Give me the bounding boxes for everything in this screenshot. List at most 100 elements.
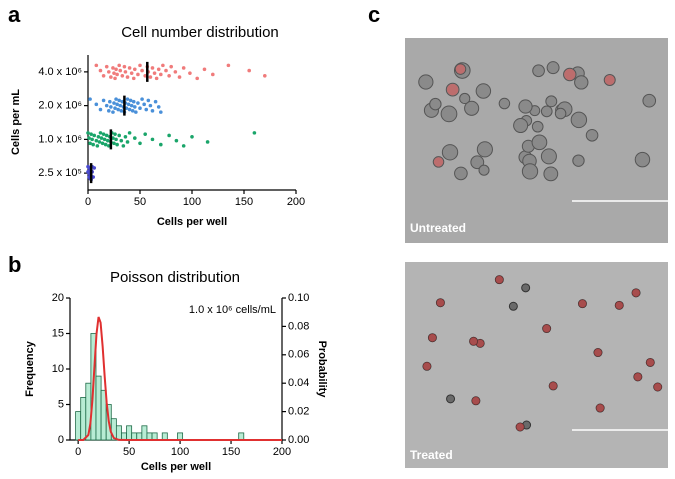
bar [238, 432, 245, 441]
point [143, 132, 147, 136]
point [148, 103, 153, 108]
y-tick-label: 10 [52, 363, 64, 375]
cell [476, 141, 493, 158]
cell [531, 134, 548, 151]
point [159, 142, 163, 147]
point [148, 75, 153, 79]
point [88, 97, 92, 101]
point [113, 132, 117, 136]
point [88, 141, 92, 146]
cell [464, 100, 480, 116]
cell [513, 118, 529, 134]
cell [441, 144, 459, 161]
x-tick-label: 150 [235, 196, 253, 208]
y2-tick-label: 0.02 [288, 406, 309, 418]
point [121, 144, 126, 148]
cell [521, 163, 539, 180]
stain [495, 275, 504, 284]
point [112, 101, 116, 105]
cell [446, 394, 456, 404]
bar [80, 396, 87, 441]
point [114, 97, 118, 101]
point [125, 97, 130, 101]
point [181, 144, 186, 148]
cell [546, 61, 560, 75]
cell [454, 166, 468, 181]
panel-label: b [8, 252, 21, 277]
stain [433, 157, 444, 167]
y2-tick-label: 0.00 [288, 434, 309, 446]
y-tick-label: 2.0 x 10⁶ [38, 100, 82, 112]
point [167, 133, 171, 138]
point [105, 138, 110, 143]
bar [161, 432, 168, 441]
point [120, 73, 125, 78]
bar [126, 425, 133, 441]
point [138, 141, 142, 146]
bar [131, 432, 138, 441]
point [150, 66, 155, 70]
point [107, 109, 111, 113]
y-tick-label: 4.0 x 10⁶ [38, 66, 82, 78]
point [128, 98, 133, 103]
cell [531, 120, 544, 133]
stain [596, 404, 605, 413]
image-label: Untreated [410, 221, 466, 235]
point [86, 131, 90, 135]
cell [545, 95, 558, 108]
cell [543, 166, 559, 182]
point [115, 72, 119, 77]
point [131, 76, 136, 81]
image-label: Treated [410, 448, 453, 462]
stain [564, 68, 576, 81]
x-tick-label: 50 [123, 446, 135, 458]
stain [632, 288, 641, 297]
point [153, 99, 158, 104]
y-tick-label: 0 [58, 434, 64, 446]
cell [470, 155, 485, 170]
cell [478, 164, 490, 176]
point [117, 98, 121, 103]
point [102, 137, 107, 142]
point [131, 99, 136, 104]
curve [78, 316, 282, 441]
cell [498, 97, 511, 110]
point [113, 106, 117, 111]
point [117, 63, 121, 68]
point [117, 133, 121, 138]
x-tick-label: 200 [273, 446, 291, 458]
point [118, 103, 123, 108]
point [87, 136, 91, 140]
point [138, 63, 142, 68]
point [94, 138, 99, 143]
cell [440, 105, 458, 123]
chart-title: Cell number distribution [121, 24, 279, 41]
cell [570, 111, 588, 129]
cell [459, 92, 471, 105]
stain [646, 358, 655, 367]
point [104, 64, 109, 69]
cell [518, 99, 533, 114]
point [159, 72, 163, 77]
point [98, 131, 103, 135]
cell [418, 74, 434, 90]
point [174, 138, 179, 143]
point [108, 99, 112, 104]
point [99, 136, 104, 140]
point [111, 110, 115, 114]
point [138, 106, 142, 111]
point [134, 110, 138, 114]
point [97, 140, 102, 144]
point [125, 75, 130, 79]
bar [141, 425, 148, 441]
cell [572, 154, 585, 167]
point [119, 109, 124, 113]
point [188, 71, 192, 75]
point [127, 66, 132, 70]
point [98, 107, 103, 112]
stain [633, 372, 642, 381]
point [109, 75, 113, 79]
point [173, 70, 178, 74]
bar [115, 425, 122, 441]
point [112, 71, 116, 75]
